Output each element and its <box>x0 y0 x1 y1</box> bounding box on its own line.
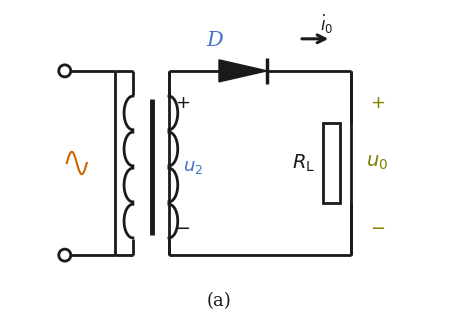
Polygon shape <box>219 60 267 82</box>
Text: D: D <box>207 31 223 50</box>
Text: $\dot{\imath}_0$: $\dot{\imath}_0$ <box>321 13 334 37</box>
Text: $u_0$: $u_0$ <box>366 154 388 172</box>
Text: $-$: $-$ <box>175 218 190 236</box>
Text: +: + <box>175 94 190 112</box>
Bar <box>323 123 340 203</box>
Text: $R_{\rm L}$: $R_{\rm L}$ <box>291 152 315 174</box>
Text: (a): (a) <box>207 292 232 310</box>
Text: $u_2$: $u_2$ <box>183 158 203 176</box>
Text: $-$: $-$ <box>370 218 385 236</box>
Text: +: + <box>370 94 385 112</box>
